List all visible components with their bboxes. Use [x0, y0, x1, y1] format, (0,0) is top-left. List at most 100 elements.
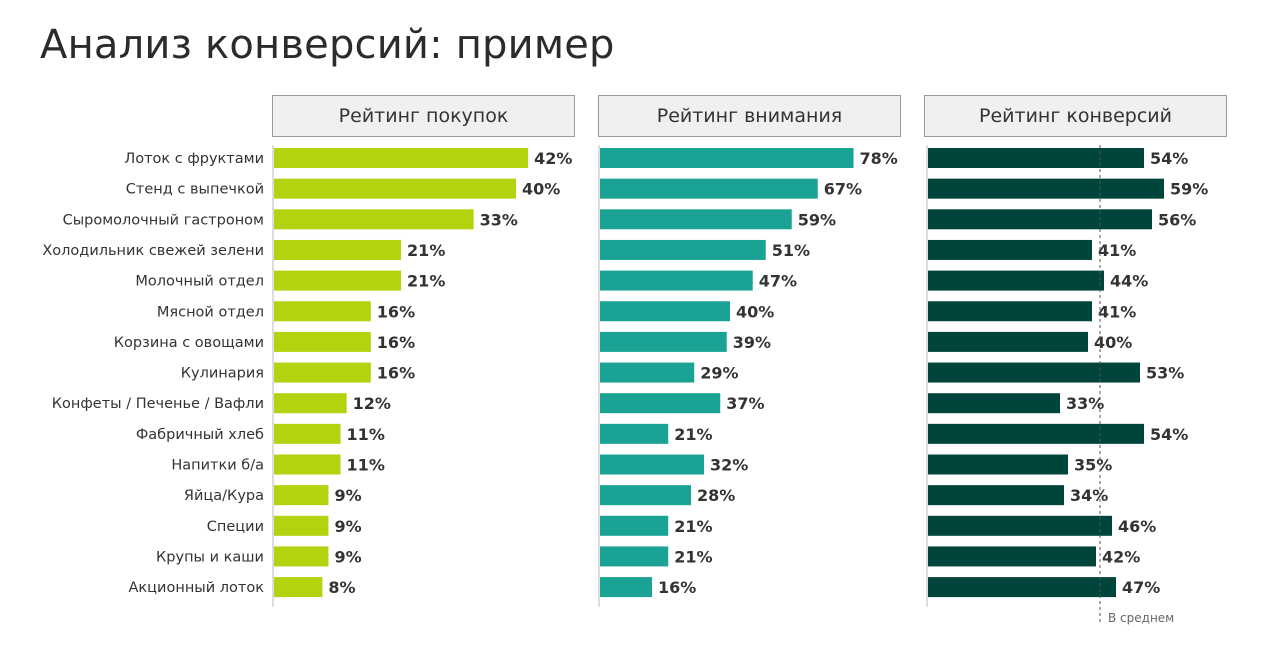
bar-attention: [600, 423, 669, 444]
value-label-conversions: 40%: [1094, 333, 1132, 352]
bar-conversions: [928, 331, 1088, 352]
bar-conversions: [928, 178, 1164, 199]
bar-conversions: [928, 209, 1152, 230]
bar-conversions: [928, 515, 1112, 536]
category-label: Кулинария: [181, 366, 264, 382]
value-label-conversions: 41%: [1098, 302, 1136, 321]
value-label-purchases: 40%: [522, 180, 560, 199]
bar-attention: [600, 209, 792, 230]
bar-attention: [600, 454, 704, 475]
chart-title: Анализ конверсий: пример: [40, 22, 615, 68]
value-label-purchases: 9%: [334, 517, 361, 536]
bar-conversions: [928, 546, 1096, 567]
value-label-purchases: 33%: [480, 210, 518, 229]
value-label-purchases: 16%: [377, 302, 415, 321]
value-label-attention: 16%: [658, 578, 696, 597]
bar-purchases: [274, 362, 371, 383]
bar-purchases: [274, 546, 329, 567]
value-label-purchases: 8%: [328, 578, 355, 597]
category-label: Яйца/Кура: [184, 488, 264, 504]
bar-attention: [600, 393, 721, 414]
bar-conversions: [928, 393, 1060, 414]
category-label: Мясной отдел: [157, 304, 264, 320]
bar-purchases: [274, 577, 323, 598]
bar-attention: [600, 148, 854, 168]
bar-purchases: [274, 331, 371, 352]
value-label-conversions: 56%: [1158, 210, 1196, 229]
value-label-conversions: 47%: [1122, 578, 1160, 597]
category-label: Фабричный хлеб: [136, 427, 264, 443]
value-label-conversions: 53%: [1146, 364, 1184, 383]
value-label-conversions: 33%: [1066, 394, 1104, 413]
value-label-attention: 39%: [733, 333, 771, 352]
bar-attention: [600, 362, 695, 383]
bar-conversions: [928, 148, 1144, 168]
value-label-attention: 29%: [700, 364, 738, 383]
category-label: Корзина с овощами: [114, 335, 264, 351]
bar-attention: [600, 301, 730, 322]
value-label-attention: 28%: [697, 486, 735, 505]
bar-purchases: [274, 423, 341, 444]
bar-purchases: [274, 301, 371, 322]
bar-conversions: [928, 362, 1140, 383]
bar-conversions: [928, 577, 1116, 598]
value-label-purchases: 12%: [353, 394, 391, 413]
value-label-attention: 47%: [759, 272, 797, 291]
bar-purchases: [274, 148, 529, 168]
category-label: Стенд с выпечкой: [126, 182, 264, 198]
panel-header-conversions: Рейтинг конверсий: [924, 95, 1227, 137]
bar-purchases: [274, 209, 474, 230]
average-label: В среднем: [1108, 611, 1174, 625]
bar-purchases: [274, 454, 341, 475]
bar-attention: [600, 515, 669, 536]
category-label: Конфеты / Печенье / Вафли: [52, 396, 264, 412]
value-label-conversions: 34%: [1070, 486, 1108, 505]
bar-attention: [600, 239, 766, 260]
bar-attention: [600, 270, 753, 291]
value-label-purchases: 9%: [334, 486, 361, 505]
category-label: Лоток с фруктами: [124, 151, 264, 167]
value-label-conversions: 54%: [1150, 149, 1188, 168]
bar-attention: [600, 485, 691, 506]
value-label-attention: 21%: [674, 517, 712, 536]
category-label: Сыромолочный гастроном: [63, 212, 264, 228]
value-label-purchases: 21%: [407, 272, 445, 291]
bar-conversions: [928, 301, 1092, 322]
bar-attention: [600, 577, 652, 598]
bar-conversions: [928, 454, 1068, 475]
bar-conversions: [928, 423, 1144, 444]
value-label-conversions: 59%: [1170, 180, 1208, 199]
bar-purchases: [274, 178, 516, 199]
bar-purchases: [274, 485, 329, 506]
value-label-purchases: 11%: [347, 425, 385, 444]
value-label-conversions: 44%: [1110, 272, 1148, 291]
panel-header-purchases: Рейтинг покупок: [272, 95, 575, 137]
value-label-attention: 37%: [726, 394, 764, 413]
category-label: Напитки б/а: [171, 458, 264, 474]
value-label-conversions: 41%: [1098, 241, 1136, 260]
value-label-purchases: 16%: [377, 364, 415, 383]
value-label-attention: 51%: [772, 241, 810, 260]
bar-conversions: [928, 239, 1092, 260]
bar-attention: [600, 331, 727, 352]
value-label-attention: 67%: [824, 180, 862, 199]
bar-attention: [600, 546, 669, 567]
bar-purchases: [274, 239, 402, 260]
value-label-conversions: 35%: [1074, 456, 1112, 475]
value-label-purchases: 9%: [334, 547, 361, 566]
value-label-conversions: 54%: [1150, 425, 1188, 444]
bar-purchases: [274, 270, 402, 291]
value-label-attention: 40%: [736, 302, 774, 321]
value-label-attention: 32%: [710, 456, 748, 475]
bar-conversions: [928, 270, 1104, 291]
value-label-purchases: 21%: [407, 241, 445, 260]
bar-attention: [600, 178, 818, 199]
category-label: Молочный отдел: [135, 274, 264, 290]
bar-purchases: [274, 515, 329, 536]
value-label-attention: 21%: [674, 425, 712, 444]
value-label-purchases: 11%: [347, 456, 385, 475]
value-label-conversions: 46%: [1118, 517, 1156, 536]
bar-conversions: [928, 485, 1064, 506]
category-label: Крупы и каши: [156, 549, 264, 565]
